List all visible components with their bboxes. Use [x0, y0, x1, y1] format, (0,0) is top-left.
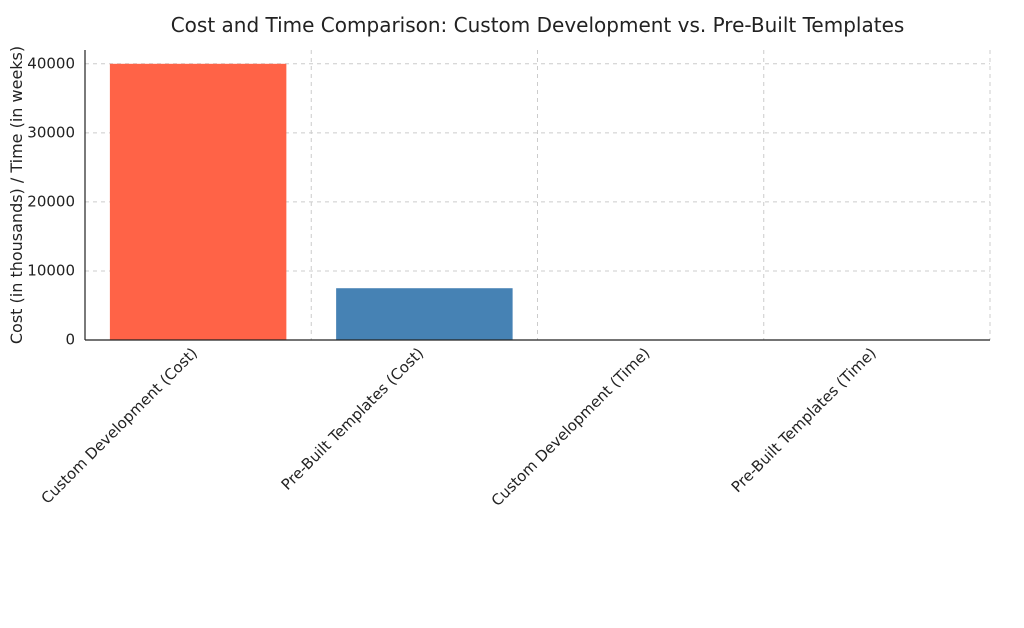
y-tick-label: 20000	[27, 192, 75, 210]
bar	[110, 64, 286, 340]
y-axis-label: Cost (in thousands) / Time (in weeks)	[7, 46, 26, 344]
x-tick-label: Pre-Built Templates (Cost)	[278, 344, 428, 494]
x-tick-label: Custom Development (Cost)	[38, 344, 201, 507]
y-tick-label: 0	[65, 331, 75, 349]
chart-container: 0 10000 20000 30000 40000 Custom Development …	[0, 0, 1024, 628]
y-tick-label: 40000	[27, 54, 75, 72]
x-tick-label: Pre-Built Templates (Time)	[728, 344, 880, 496]
y-tick-label: 10000	[27, 261, 75, 279]
bar-chart: 0 10000 20000 30000 40000 Custom Development …	[0, 0, 1024, 628]
x-tick-label: Custom Development (Time)	[488, 344, 654, 510]
bar	[336, 288, 512, 340]
chart-title: Cost and Time Comparison: Custom Develop…	[171, 13, 905, 37]
y-tick-label: 30000	[27, 123, 75, 141]
